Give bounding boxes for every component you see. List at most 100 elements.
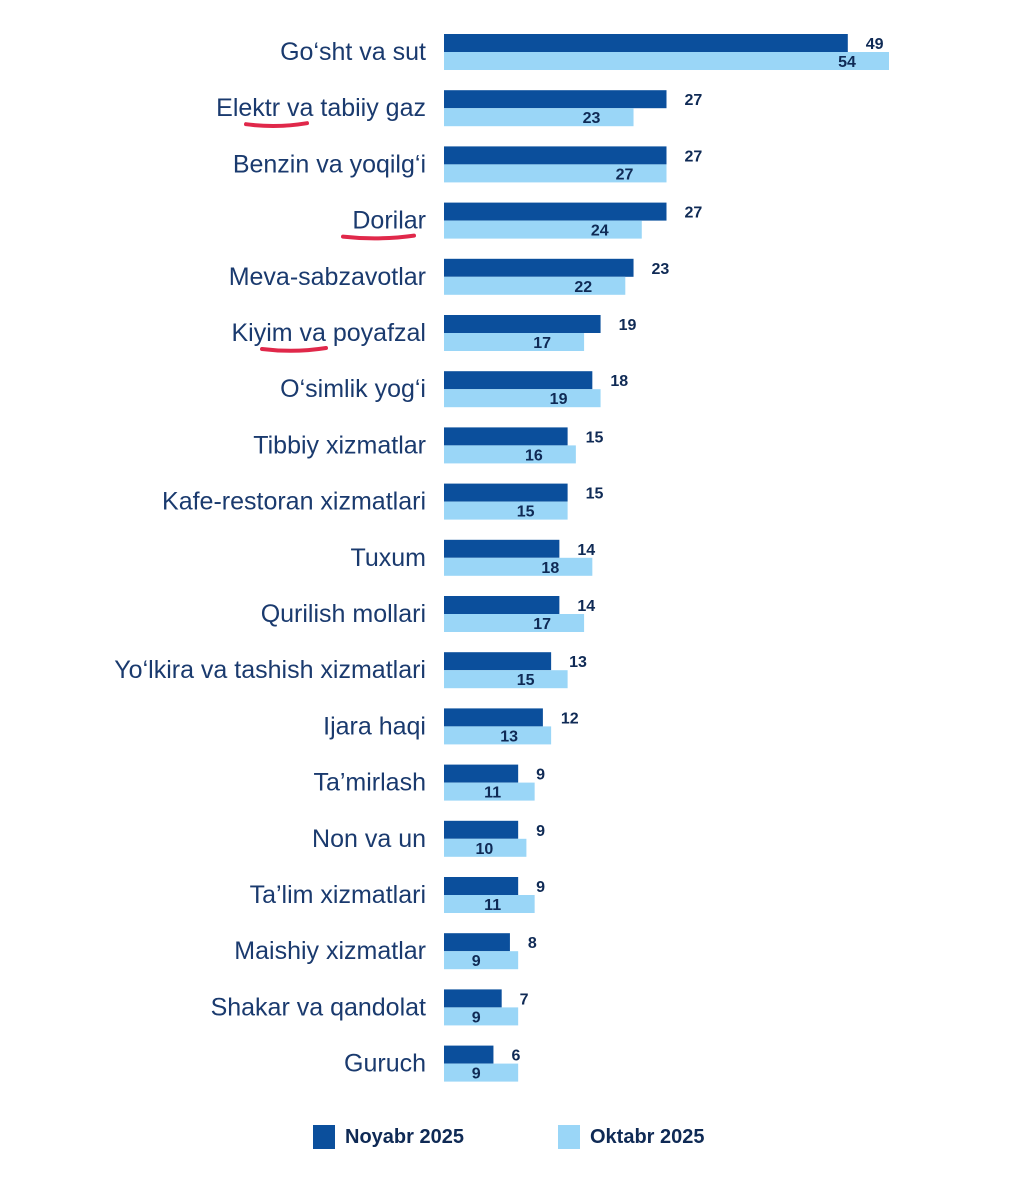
value-label-noyabr: 9 — [536, 879, 545, 896]
category-label: Kiyim va poyafzal — [231, 319, 426, 347]
legend-swatch-noyabr — [313, 1125, 335, 1149]
bar-noyabr — [444, 258, 634, 277]
value-label-noyabr: 9 — [536, 823, 545, 840]
bar-noyabr — [444, 315, 601, 333]
bar-oktabr — [444, 220, 642, 239]
value-label-oktabr: 18 — [541, 560, 559, 577]
value-label-noyabr: 13 — [569, 654, 587, 671]
value-label-noyabr: 9 — [536, 767, 545, 784]
category-label: Tibbiy xizmatlar — [253, 431, 426, 459]
bar-oktabr — [444, 445, 576, 464]
underline-annotation — [244, 121, 309, 128]
bar-noyabr — [444, 146, 667, 165]
bar-oktabr — [444, 389, 601, 408]
bar-oktabr — [444, 52, 889, 70]
bar-oktabr — [444, 557, 593, 576]
value-label-noyabr: 49 — [866, 36, 884, 53]
bar-noyabr — [444, 596, 560, 614]
legend-swatch-oktabr — [558, 1125, 580, 1149]
value-label-oktabr: 10 — [476, 841, 494, 858]
value-label-oktabr: 9 — [472, 1066, 481, 1083]
bar-noyabr — [444, 989, 502, 1008]
value-label-noyabr: 14 — [577, 598, 595, 615]
underline-annotation — [341, 233, 416, 241]
value-label-noyabr: 14 — [577, 542, 595, 559]
value-label-oktabr: 19 — [550, 391, 568, 408]
legend: Noyabr 2025 Oktabr 2025 — [0, 1122, 1024, 1152]
bar-noyabr — [444, 708, 543, 727]
category-label: Go‘sht va sut — [280, 38, 426, 66]
bar-noyabr — [444, 539, 560, 558]
bar-oktabr — [444, 838, 527, 857]
category-label: Ta’mirlash — [313, 769, 426, 797]
category-label: O‘simlik yog‘i — [280, 375, 426, 403]
category-label: Qurilish mollari — [261, 600, 426, 628]
bar-noyabr — [444, 202, 667, 221]
bar-oktabr — [444, 333, 585, 351]
category-label: Kafe-restoran xizmatlari — [162, 488, 426, 516]
value-label-noyabr: 6 — [511, 1048, 520, 1065]
category-label: Non va un — [312, 825, 426, 853]
category-label: Benzin va yoqilg‘i — [233, 150, 426, 178]
value-label-oktabr: 11 — [484, 897, 501, 914]
category-label: Dorilar — [352, 207, 426, 235]
value-label-noyabr: 23 — [652, 261, 670, 278]
bar-oktabr — [444, 895, 535, 913]
bar-oktabr — [444, 1007, 519, 1026]
category-label: Elektr va tabiiy gaz — [216, 94, 426, 122]
bar-oktabr — [444, 108, 634, 127]
bar-oktabr — [444, 951, 519, 970]
bar-oktabr — [444, 276, 626, 295]
value-label-oktabr: 13 — [500, 728, 518, 745]
value-label-oktabr: 23 — [583, 110, 601, 127]
value-label-oktabr: 16 — [525, 447, 543, 464]
value-label-noyabr: 27 — [685, 92, 703, 109]
bar-noyabr — [444, 877, 519, 895]
category-label: Ijara haqi — [323, 712, 426, 740]
category-label: Meva-sabzavotlar — [229, 263, 426, 291]
category-label: Ta’lim xizmatlari — [250, 881, 426, 909]
bar-oktabr — [444, 1063, 519, 1082]
value-label-oktabr: 17 — [533, 616, 551, 633]
value-label-noyabr: 15 — [586, 486, 604, 503]
value-label-oktabr: 9 — [472, 1009, 481, 1026]
value-label-oktabr: 27 — [616, 166, 634, 183]
bar-noyabr — [444, 90, 667, 109]
bar-noyabr — [444, 371, 593, 390]
value-label-oktabr: 54 — [838, 54, 856, 71]
value-label-noyabr: 18 — [610, 373, 628, 390]
bar-oktabr — [444, 164, 667, 183]
bar-noyabr — [444, 483, 568, 502]
legend-label-oktabr: Oktabr 2025 — [590, 1125, 705, 1148]
underline-annotation — [260, 346, 328, 353]
value-label-oktabr: 22 — [574, 279, 592, 296]
bar-noyabr — [444, 933, 510, 952]
bar-noyabr — [444, 1045, 494, 1064]
value-label-noyabr: 27 — [685, 205, 703, 222]
bar-oktabr — [444, 614, 585, 632]
value-label-oktabr: 9 — [472, 953, 481, 970]
bar-noyabr — [444, 820, 519, 839]
legend-label-noyabr: Noyabr 2025 — [345, 1125, 464, 1148]
category-label: Tuxum — [351, 544, 426, 572]
value-label-oktabr: 15 — [517, 672, 535, 689]
category-label: Maishiy xizmatlar — [234, 937, 426, 965]
bar-noyabr — [444, 427, 568, 446]
bar-oktabr — [444, 782, 535, 801]
category-label: Yo‘lkira va tashish xizmatlari — [114, 656, 426, 684]
bar-oktabr — [444, 726, 552, 745]
value-label-oktabr: 15 — [517, 504, 535, 521]
bar-chart: Go‘sht va sut 49 54 Elektr va tabiiy gaz 27 2… — [114, 34, 889, 1083]
bar-noyabr — [444, 764, 519, 783]
value-label-noyabr: 7 — [520, 991, 529, 1008]
bar-oktabr — [444, 501, 568, 520]
value-label-noyabr: 19 — [619, 317, 637, 334]
value-label-noyabr: 27 — [685, 148, 703, 165]
value-label-noyabr: 15 — [586, 429, 604, 446]
value-label-noyabr: 8 — [528, 935, 537, 952]
bar-oktabr — [444, 670, 568, 689]
bar-noyabr — [444, 652, 552, 671]
bar-noyabr — [444, 34, 848, 52]
value-label-noyabr: 12 — [561, 710, 579, 727]
value-label-oktabr: 11 — [484, 785, 501, 802]
